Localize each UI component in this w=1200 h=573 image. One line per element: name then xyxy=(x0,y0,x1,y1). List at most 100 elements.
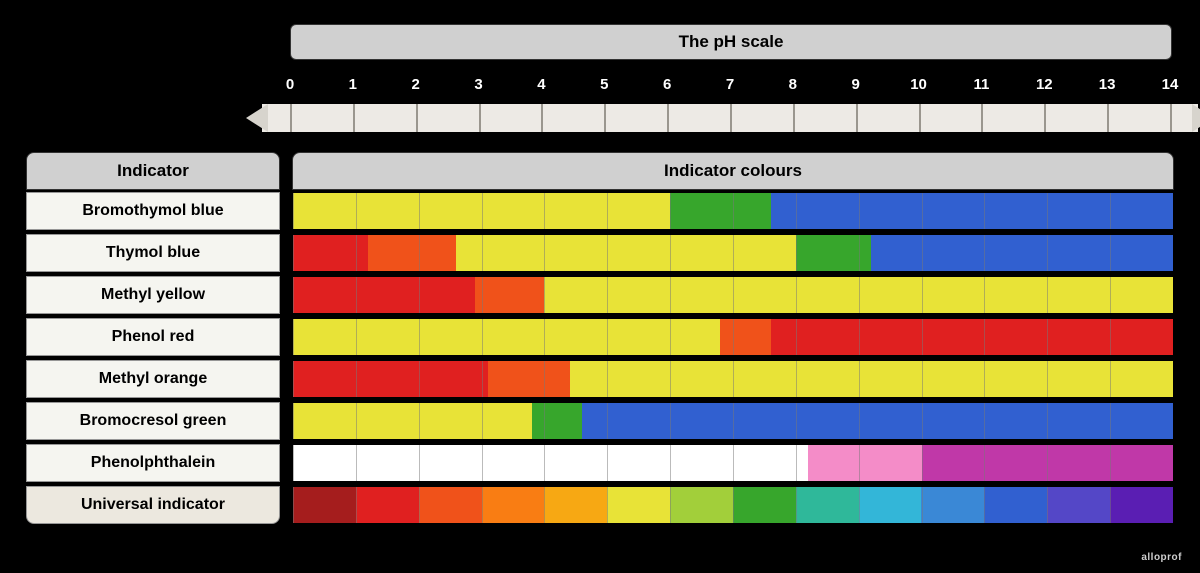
indicator-name: Methyl yellow xyxy=(26,276,280,314)
indicator-name: Phenolphthalein xyxy=(26,444,280,482)
chart-stage: The pH scale 01234567891011121314 Indica… xyxy=(0,0,1200,573)
indicator-colour-bar xyxy=(292,360,1174,398)
gridline xyxy=(1173,445,1174,481)
axis-tick xyxy=(919,104,921,132)
colour-segment xyxy=(1110,487,1173,523)
axis-tick-label: 13 xyxy=(1099,76,1116,93)
colour-segment xyxy=(582,403,1173,439)
indicator-name: Bromocresol green xyxy=(26,402,280,440)
colour-segment xyxy=(570,361,1173,397)
axis-tick-label: 12 xyxy=(1036,76,1053,93)
colour-segment xyxy=(356,487,419,523)
indicator-colour-bar xyxy=(292,486,1174,524)
colour-segment xyxy=(482,487,545,523)
axis-arrow-left-icon xyxy=(246,104,268,132)
table-row: Methyl orange xyxy=(26,360,1174,398)
axis-tick xyxy=(290,104,292,132)
colour-segment xyxy=(419,487,482,523)
indicator-name: Bromothymol blue xyxy=(26,192,280,230)
indicator-colour-bar xyxy=(292,234,1174,272)
axis-tick xyxy=(1107,104,1109,132)
axis-tick-label: 7 xyxy=(726,76,734,93)
colour-segment xyxy=(607,487,670,523)
indicator-name: Thymol blue xyxy=(26,234,280,272)
colour-segment xyxy=(544,277,1173,313)
indicator-name: Universal indicator xyxy=(26,486,280,524)
table-body: Bromothymol blue Thymol blue Methyl yellow… xyxy=(26,192,1174,524)
axis-tick-label: 9 xyxy=(852,76,860,93)
axis-tick xyxy=(604,104,606,132)
axis-tick-label: 11 xyxy=(973,76,989,93)
colour-segment xyxy=(488,361,570,397)
axis-tick xyxy=(730,104,732,132)
axis-tick xyxy=(479,104,481,132)
colour-segment xyxy=(544,487,607,523)
colour-segment xyxy=(720,319,770,355)
colour-segment xyxy=(859,487,922,523)
axis-tick-label: 3 xyxy=(474,76,482,93)
colour-segment xyxy=(456,235,795,271)
colour-segment xyxy=(293,319,720,355)
colour-segment xyxy=(293,277,475,313)
header-indicator: Indicator xyxy=(26,152,280,190)
indicator-colour-bar xyxy=(292,192,1174,230)
axis-tick xyxy=(981,104,983,132)
axis-tick xyxy=(1170,104,1172,132)
colour-segment xyxy=(368,235,456,271)
axis-tick xyxy=(856,104,858,132)
colour-segment xyxy=(921,487,984,523)
colour-segment xyxy=(532,403,582,439)
axis-tick xyxy=(667,104,669,132)
gridline xyxy=(1173,487,1174,523)
chart-title: The pH scale xyxy=(290,24,1172,60)
axis-tick xyxy=(416,104,418,132)
axis-tick-label: 0 xyxy=(286,76,294,93)
indicator-table: Indicator Indicator colours Bromothymol … xyxy=(26,152,1174,524)
axis-tick-label: 5 xyxy=(600,76,608,93)
indicator-name: Methyl orange xyxy=(26,360,280,398)
axis-tick-label: 8 xyxy=(789,76,797,93)
colour-segment xyxy=(808,445,921,481)
colour-segment xyxy=(293,235,368,271)
indicator-colour-bar xyxy=(292,402,1174,440)
axis-tick-label: 4 xyxy=(537,76,545,93)
colour-segment xyxy=(293,403,532,439)
table-row: Phenolphthalein xyxy=(26,444,1174,482)
colour-segment xyxy=(670,193,771,229)
colour-segment xyxy=(771,319,1173,355)
axis-tick xyxy=(1044,104,1046,132)
axis-tick-label: 2 xyxy=(412,76,420,93)
axis-tick xyxy=(793,104,795,132)
gridline xyxy=(1173,277,1174,313)
table-row: Bromothymol blue xyxy=(26,192,1174,230)
colour-segment xyxy=(922,445,1173,481)
colour-segment xyxy=(796,487,859,523)
table-row: Bromocresol green xyxy=(26,402,1174,440)
axis-tick xyxy=(541,104,543,132)
colour-segment xyxy=(293,445,808,481)
indicator-colour-bar xyxy=(292,318,1174,356)
colour-segment xyxy=(475,277,544,313)
table-row: Thymol blue xyxy=(26,234,1174,272)
table-row: Methyl yellow xyxy=(26,276,1174,314)
axis-tick-label: 10 xyxy=(910,76,927,93)
colour-segment xyxy=(293,487,356,523)
colour-segment xyxy=(871,235,1173,271)
colour-segment xyxy=(796,235,871,271)
axis-tick-label: 14 xyxy=(1162,76,1179,93)
colour-segment xyxy=(1047,487,1110,523)
table-row: Universal indicator xyxy=(26,486,1174,524)
colour-segment xyxy=(771,193,1173,229)
credit-label: alloprof xyxy=(1141,552,1182,563)
gridline xyxy=(1173,403,1174,439)
colour-segment xyxy=(670,487,733,523)
indicator-colour-bar xyxy=(292,276,1174,314)
table-row: Phenol red xyxy=(26,318,1174,356)
axis-tick-label: 6 xyxy=(663,76,671,93)
indicator-colour-bar xyxy=(292,444,1174,482)
header-colours: Indicator colours xyxy=(292,152,1174,190)
gridline xyxy=(1173,361,1174,397)
gridline xyxy=(1173,319,1174,355)
axis-arrow-right-icon xyxy=(1192,104,1200,132)
colour-segment xyxy=(293,361,488,397)
